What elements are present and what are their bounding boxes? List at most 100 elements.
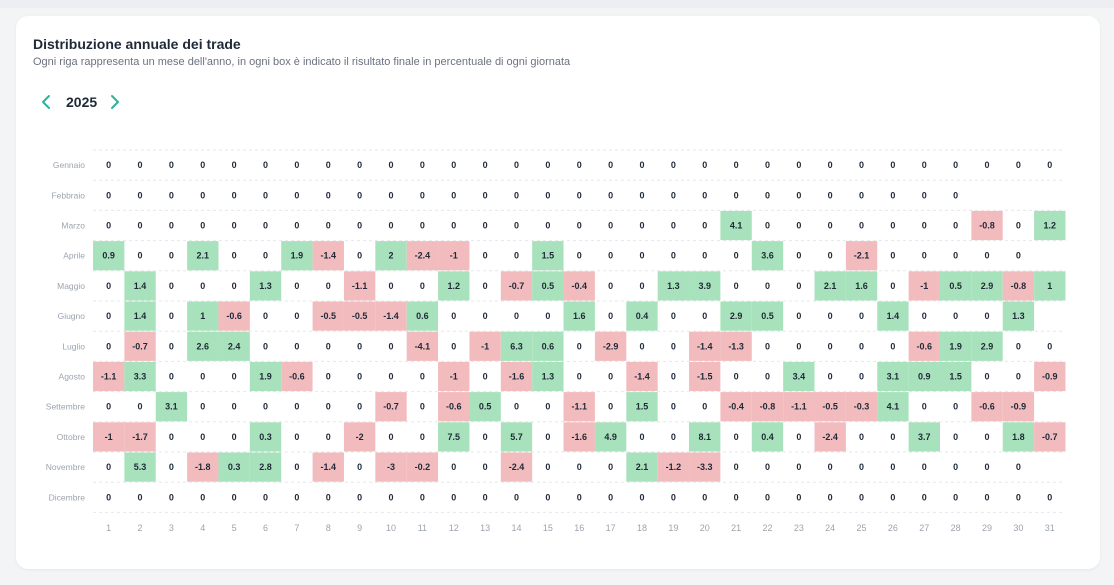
- heatmap-cell[interactable]: [563, 271, 595, 301]
- heatmap-cell[interactable]: [343, 301, 376, 331]
- heatmap-cell[interactable]: [406, 452, 439, 482]
- heatmap-cell[interactable]: [814, 392, 846, 422]
- heatmap-cell[interactable]: [720, 331, 752, 361]
- heatmap-cell[interactable]: [187, 452, 219, 482]
- heatmap-cell[interactable]: [500, 361, 533, 392]
- heatmap-cell[interactable]: [939, 271, 972, 301]
- heatmap-cell[interactable]: [908, 422, 940, 452]
- heatmap-cell[interactable]: [751, 392, 784, 422]
- heatmap-cell[interactable]: [312, 452, 344, 482]
- heatmap-cell[interactable]: [1034, 271, 1066, 301]
- chevron-left-icon[interactable]: [38, 92, 54, 112]
- heatmap-cell[interactable]: [124, 422, 156, 452]
- heatmap-cell[interactable]: [845, 392, 878, 422]
- heatmap-cell[interactable]: [1002, 392, 1035, 422]
- heatmap-cell[interactable]: [1002, 271, 1035, 301]
- heatmap-cell[interactable]: [124, 271, 156, 301]
- heatmap-cell[interactable]: [1002, 301, 1035, 331]
- heatmap-cell[interactable]: [594, 331, 627, 361]
- heatmap-cell[interactable]: [500, 452, 533, 482]
- heatmap-cell[interactable]: [1034, 210, 1066, 241]
- heatmap-cell[interactable]: [563, 392, 595, 422]
- heatmap-cell[interactable]: [877, 361, 909, 392]
- heatmap-cell[interactable]: [500, 271, 533, 301]
- heatmap-cell[interactable]: [814, 271, 846, 301]
- heatmap-cell[interactable]: [689, 271, 721, 301]
- heatmap-cell[interactable]: [689, 331, 721, 361]
- heatmap-cell[interactable]: [939, 361, 972, 392]
- heatmap-cell[interactable]: [657, 271, 690, 301]
- heatmap-cell[interactable]: [93, 241, 125, 271]
- heatmap-cell[interactable]: [939, 331, 972, 361]
- heatmap-cell[interactable]: [971, 392, 1003, 422]
- heatmap-cell[interactable]: [375, 301, 407, 331]
- heatmap-cell[interactable]: [1002, 422, 1035, 452]
- heatmap-cell[interactable]: [438, 422, 470, 452]
- heatmap-cell[interactable]: [438, 271, 470, 301]
- heatmap-cell[interactable]: [720, 392, 752, 422]
- heatmap-cell[interactable]: [563, 301, 595, 331]
- heatmap-cell[interactable]: [406, 331, 439, 361]
- heatmap-cell[interactable]: [532, 241, 564, 271]
- heatmap-cell[interactable]: [249, 452, 282, 482]
- heatmap-cell[interactable]: [845, 271, 878, 301]
- heatmap-cell[interactable]: [594, 422, 627, 452]
- heatmap-cell[interactable]: [343, 271, 376, 301]
- heatmap-cell[interactable]: [783, 361, 815, 392]
- heatmap-cell[interactable]: [375, 452, 407, 482]
- heatmap-cell[interactable]: [500, 422, 533, 452]
- heatmap-cell[interactable]: [971, 331, 1003, 361]
- heatmap-cell[interactable]: [312, 301, 344, 331]
- heatmap-cell[interactable]: [971, 210, 1003, 241]
- heatmap-cell[interactable]: [312, 241, 344, 271]
- heatmap-cell[interactable]: [877, 301, 909, 331]
- heatmap-cell[interactable]: [187, 241, 219, 271]
- heatmap-cell[interactable]: [124, 361, 156, 392]
- heatmap-cell[interactable]: [469, 392, 501, 422]
- heatmap-cell[interactable]: [375, 392, 407, 422]
- heatmap-cell[interactable]: [845, 241, 878, 271]
- heatmap-cell[interactable]: [281, 361, 313, 392]
- heatmap-cell[interactable]: [438, 241, 470, 271]
- heatmap-cell[interactable]: [218, 452, 250, 482]
- heatmap-cell[interactable]: [626, 301, 658, 331]
- heatmap-cell[interactable]: [532, 271, 564, 301]
- heatmap-cell[interactable]: [438, 361, 470, 392]
- heatmap-cell[interactable]: [689, 422, 721, 452]
- heatmap-cell[interactable]: [249, 271, 282, 301]
- heatmap-cell[interactable]: [1034, 361, 1066, 392]
- heatmap-cell[interactable]: [689, 452, 721, 482]
- heatmap-cell[interactable]: [343, 422, 376, 452]
- heatmap-cell[interactable]: [155, 392, 188, 422]
- heatmap-cell[interactable]: [406, 301, 439, 331]
- heatmap-cell[interactable]: [218, 331, 250, 361]
- heatmap-cell[interactable]: [908, 331, 940, 361]
- heatmap-cell[interactable]: [626, 392, 658, 422]
- heatmap-cell[interactable]: [500, 331, 533, 361]
- heatmap-cell[interactable]: [1034, 422, 1066, 452]
- heatmap-cell[interactable]: [124, 452, 156, 482]
- heatmap-cell[interactable]: [908, 271, 940, 301]
- heatmap-cell[interactable]: [532, 331, 564, 361]
- heatmap-cell[interactable]: [720, 301, 752, 331]
- heatmap-cell[interactable]: [532, 361, 564, 392]
- heatmap-cell[interactable]: [375, 241, 407, 271]
- heatmap-cell[interactable]: [657, 452, 690, 482]
- chevron-right-icon[interactable]: [107, 92, 123, 112]
- heatmap-cell[interactable]: [124, 331, 156, 361]
- heatmap-cell[interactable]: [751, 301, 784, 331]
- heatmap-cell[interactable]: [720, 210, 752, 241]
- heatmap-cell[interactable]: [187, 301, 219, 331]
- heatmap-cell[interactable]: [626, 452, 658, 482]
- heatmap-cell[interactable]: [218, 301, 250, 331]
- heatmap-cell[interactable]: [908, 361, 940, 392]
- heatmap-cell[interactable]: [93, 361, 125, 392]
- heatmap-cell[interactable]: [469, 331, 501, 361]
- heatmap-cell[interactable]: [626, 361, 658, 392]
- heatmap-cell[interactable]: [751, 422, 784, 452]
- heatmap-cell[interactable]: [406, 241, 439, 271]
- heatmap-cell[interactable]: [249, 422, 282, 452]
- heatmap-cell[interactable]: [438, 392, 470, 422]
- heatmap-cell[interactable]: [971, 271, 1003, 301]
- heatmap-cell[interactable]: [563, 422, 595, 452]
